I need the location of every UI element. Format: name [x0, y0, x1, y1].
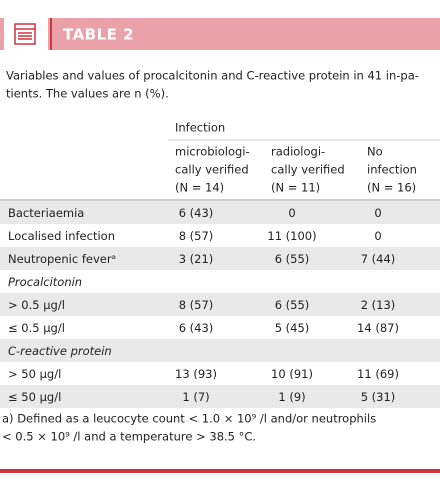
row-label: > 0.5 µg/l — [8, 298, 65, 312]
row-shading — [0, 293, 440, 316]
column-header: radiologi- — [271, 145, 325, 159]
row-label: Localised infection — [8, 229, 115, 243]
column-header: cally verified — [175, 163, 249, 177]
cell: 8 (57) — [179, 298, 214, 312]
footnote-line: < 0.5 × 10⁹ /l and a temperature > 38.5 … — [2, 430, 256, 444]
cell: 13 (93) — [175, 367, 217, 381]
cell: 1 (7) — [182, 390, 209, 404]
column-header: microbiologi- — [175, 145, 250, 159]
cell: 0 — [288, 206, 295, 220]
row-shading — [0, 385, 440, 408]
cell: 11 (100) — [267, 229, 316, 243]
cell: 5 (31) — [361, 390, 396, 404]
row-label: > 50 µg/l — [8, 367, 61, 381]
cell: 10 (91) — [271, 367, 313, 381]
cell: 0 — [374, 206, 381, 220]
column-header: (N = 14) — [175, 181, 224, 195]
row-label: ≤ 50 µg/l — [8, 390, 61, 404]
section-label: C-reactive protein — [8, 344, 112, 358]
cell: 6 (55) — [275, 298, 310, 312]
row-shading — [0, 247, 440, 270]
footnote-line: a) Defined as a leucocyte count < 1.0 × … — [2, 412, 376, 426]
cell: 0 — [374, 229, 381, 243]
bottom-rule — [0, 469, 440, 473]
table-icon — [14, 23, 36, 45]
table-title: TABLE 2 — [63, 26, 134, 44]
cell: 6 (43) — [179, 321, 214, 335]
row-label: Bacteriaemia — [8, 206, 84, 220]
cell: 5 (45) — [275, 321, 310, 335]
cell: 6 (55) — [275, 252, 310, 266]
caption-line: Variables and values of procalcitonin an… — [6, 69, 419, 83]
column-header: infection — [367, 163, 417, 177]
header-bar — [0, 18, 440, 50]
row-label: ≤ 0.5 µg/l — [8, 321, 65, 335]
column-header: (N = 16) — [367, 181, 416, 195]
table-content: Variables and values of procalcitonin an… — [0, 69, 440, 444]
cell: 6 (43) — [179, 206, 214, 220]
row-shading — [0, 201, 440, 224]
cell: 11 (69) — [357, 367, 399, 381]
column-header: cally verified — [271, 163, 345, 177]
cell: 8 (57) — [179, 229, 214, 243]
icon-bg — [4, 18, 48, 50]
cell: 2 (13) — [361, 298, 396, 312]
cell: 7 (44) — [361, 252, 396, 266]
cell: 14 (87) — [357, 321, 399, 335]
cell: 3 (21) — [179, 252, 214, 266]
section-label: Procalcitonin — [8, 275, 82, 289]
row-label: Neutropenic feverᵃ — [8, 252, 116, 266]
column-header: No — [367, 145, 383, 159]
row-shading — [0, 339, 440, 362]
cell: 1 (9) — [278, 390, 305, 404]
column-header: (N = 11) — [271, 181, 320, 195]
caption-line: tients. The values are n (%). — [6, 87, 169, 101]
group-header: Infection — [175, 121, 225, 135]
